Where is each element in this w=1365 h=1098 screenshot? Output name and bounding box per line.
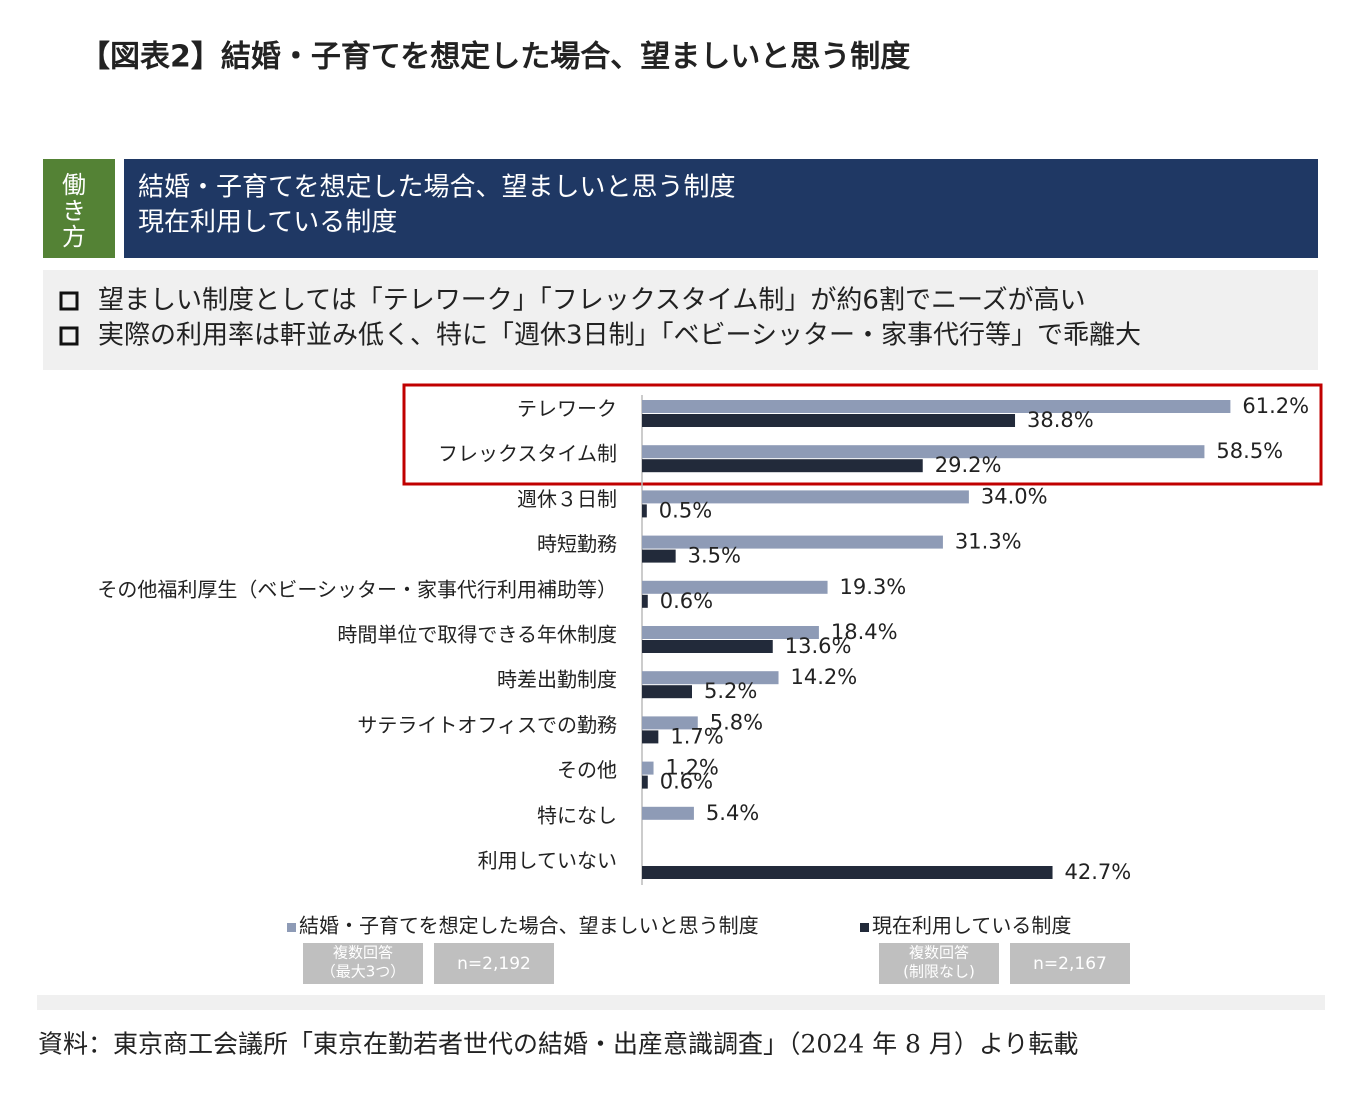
- bar: [642, 459, 923, 473]
- value-label: 1.2%: [666, 756, 719, 780]
- category-label: 特になし: [537, 803, 617, 827]
- category-label: フレックスタイム制: [438, 442, 617, 466]
- value-label: 19.3%: [840, 575, 907, 599]
- bullet: [59, 326, 79, 346]
- value-label: 1.7%: [670, 724, 723, 748]
- annotation: 望ましい制度としては「テレワーク」「フレックスタイム制」が約6割でニーズが高い: [98, 286, 1086, 316]
- subtitle: 現在利用している制度: [138, 208, 397, 238]
- legend-swatch: [287, 923, 296, 932]
- bar: [642, 671, 779, 685]
- tag: き: [62, 197, 86, 225]
- tag: 方: [62, 223, 86, 251]
- bar: [642, 490, 969, 504]
- value-label: 34.0%: [981, 484, 1048, 508]
- bar: [642, 580, 828, 594]
- value-label: 0.5%: [659, 498, 712, 522]
- bar: [642, 716, 698, 730]
- value-label: 61.2%: [1242, 394, 1309, 418]
- bar: [642, 775, 648, 789]
- legend-n: n=2,167: [1033, 954, 1107, 974]
- legend-swatch: [860, 923, 869, 932]
- bar: [642, 445, 1205, 459]
- value-label: 3.5%: [688, 544, 741, 568]
- summary-box: [43, 270, 1318, 370]
- legend-note-box: [879, 943, 999, 984]
- legend-note: 複数回答: [909, 944, 969, 962]
- bar: [642, 761, 654, 775]
- bar: [642, 806, 694, 820]
- category-label: 時差出勤制度: [497, 668, 617, 692]
- bar: [642, 549, 676, 563]
- legend-note-box: [303, 943, 423, 984]
- bar: [642, 626, 819, 639]
- category-label: 時間単位で取得できる年休制度: [337, 623, 617, 647]
- value-label: 38.8%: [1027, 408, 1094, 432]
- category-label: 利用していない: [478, 849, 617, 873]
- legend-note-box: [434, 943, 554, 984]
- value-label: 58.5%: [1216, 439, 1283, 463]
- value-label: 31.3%: [955, 530, 1022, 554]
- tag-box: [43, 159, 115, 258]
- bar: [642, 414, 1016, 427]
- bar: [642, 400, 1231, 413]
- legend-n: n=2,192: [457, 954, 531, 974]
- value-label: 0.6%: [660, 770, 713, 794]
- category-label: その他福利厚生（ベビーシッター・家事代行利用補助等）: [97, 577, 617, 601]
- highlight-box: [402, 383, 1323, 486]
- legend-note: 複数回答: [333, 944, 393, 962]
- bar: [642, 640, 773, 653]
- value-label: 18.4%: [831, 620, 898, 644]
- legend-note: （最大3つ）: [321, 963, 406, 981]
- category-label: 時短勤務: [537, 532, 617, 556]
- bar: [642, 594, 648, 608]
- value-label: 5.8%: [710, 710, 763, 734]
- value-label: 5.4%: [706, 801, 759, 825]
- bullet: [59, 291, 79, 311]
- legend-label: 現在利用している制度: [872, 914, 1071, 938]
- tag: 働: [62, 171, 86, 199]
- header-box: [124, 159, 1318, 258]
- bar: [642, 535, 943, 549]
- legend-note-box: [1010, 943, 1130, 984]
- value-label: 5.2%: [704, 679, 757, 703]
- legend-note: (制限なし): [903, 963, 975, 981]
- bar: [642, 730, 659, 744]
- value-label: 0.6%: [660, 589, 713, 613]
- legend-label: 結婚・子育てを想定した場合、望ましいと思う制度: [299, 914, 759, 938]
- value-label: 29.2%: [935, 453, 1002, 477]
- value-label: 42.7%: [1065, 860, 1132, 884]
- subtitle: 結婚・子育てを想定した場合、望ましいと思う制度: [138, 173, 735, 203]
- category-label: サテライトオフィスでの勤務: [357, 713, 617, 737]
- value-label: 13.6%: [785, 634, 852, 658]
- footer-strip: [37, 995, 1325, 1010]
- bar: [642, 685, 692, 699]
- category-label: 週休３日制: [517, 487, 617, 511]
- source: 資料：東京商工会議所「東京在勤若者世代の結婚・出産意識調査」（2024 年 8 …: [38, 1030, 1078, 1059]
- bar: [642, 504, 647, 518]
- category-label: その他: [557, 758, 617, 782]
- value-label: 14.2%: [791, 665, 858, 689]
- category-label: テレワーク: [517, 397, 617, 421]
- chart-title: 【図表2】結婚・子育てを想定した場合、望ましいと思う制度: [80, 40, 910, 75]
- annotation: 実際の利用率は軒並み低く、特に「週休3日制」「ベビーシッター・家事代行等」で乖離…: [98, 321, 1141, 351]
- bar: [642, 866, 1053, 879]
